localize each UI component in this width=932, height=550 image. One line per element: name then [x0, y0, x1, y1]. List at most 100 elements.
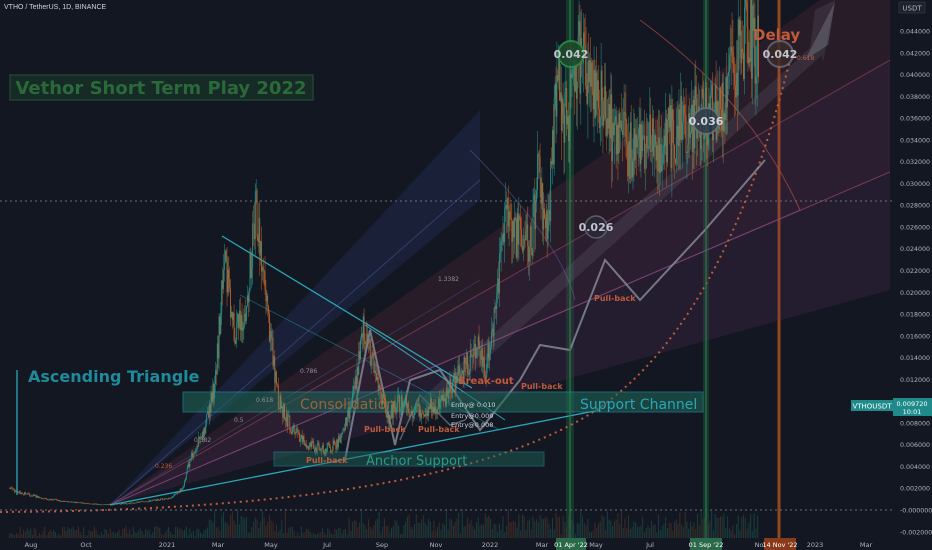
candle-body — [474, 343, 476, 348]
volume-bar — [143, 534, 145, 538]
candle-body — [658, 137, 660, 172]
candle-body — [742, 48, 744, 53]
candle-body — [752, 5, 754, 32]
candle-body — [438, 398, 440, 408]
candle-body — [508, 211, 510, 227]
volume-bar — [265, 525, 267, 538]
volume-bar — [705, 519, 707, 538]
candle-body — [20, 492, 22, 494]
volume-bar — [615, 519, 617, 538]
candle-body — [462, 370, 464, 379]
time-axis-label: Nov — [430, 541, 443, 549]
price-tick-label: -0.000000 — [900, 508, 932, 515]
candle-body — [489, 353, 491, 361]
volume-bar — [302, 532, 304, 538]
candle-body — [255, 190, 257, 192]
candle-body — [731, 47, 733, 52]
time-axis[interactable]: Aug Oct 2021 Mar May Jul Sep Nov 2022 Mar May Jul No… — [25, 541, 873, 549]
candle-body — [452, 377, 454, 382]
volume-bar — [249, 532, 251, 538]
volume-bar — [176, 527, 178, 538]
candle-body — [409, 415, 411, 417]
candle-body — [448, 386, 450, 399]
volume-bar — [189, 528, 191, 538]
candle-body — [747, 26, 749, 64]
candle-body — [310, 442, 312, 447]
candle-body — [668, 107, 670, 128]
candle-body — [354, 376, 356, 389]
candle-body — [225, 250, 227, 262]
candle-body — [128, 503, 130, 504]
candle-body — [47, 499, 49, 501]
candle-body — [339, 439, 341, 443]
volume-bar — [401, 533, 403, 538]
candle-body — [191, 452, 193, 460]
candle-body — [170, 498, 172, 499]
candle-body — [85, 503, 86, 504]
candle-body — [585, 58, 587, 86]
candle-body — [308, 445, 310, 450]
time-axis-label: Mar — [860, 541, 873, 549]
candle-body — [620, 120, 622, 128]
candle-body — [673, 120, 675, 145]
candle-body — [319, 448, 321, 451]
candle-body — [363, 316, 365, 341]
candle-body — [596, 72, 598, 101]
volume-bar — [569, 527, 571, 538]
candle-body — [514, 217, 516, 220]
candle-body — [216, 343, 218, 375]
pullback-label-3: Pull-back — [418, 425, 460, 434]
candle-body — [62, 500, 64, 502]
candle-body — [607, 118, 609, 129]
candle-body — [680, 95, 682, 140]
candle-body — [651, 150, 652, 152]
candle-body — [382, 394, 384, 405]
candle-body — [193, 452, 195, 454]
volume-bar — [642, 516, 644, 538]
entry-label-1: Entry@ 0.010 — [451, 401, 495, 409]
currency-box[interactable] — [898, 1, 926, 14]
candle-body — [691, 104, 693, 153]
candle-body — [439, 402, 441, 408]
volume-bar — [65, 530, 67, 538]
candle-body — [169, 497, 170, 499]
candle-body — [27, 493, 29, 495]
candle-body — [622, 120, 624, 135]
volume-bar — [185, 526, 187, 538]
candle-body — [650, 114, 652, 152]
volume-bar — [199, 532, 201, 538]
candle-body — [378, 385, 380, 392]
volume-bar — [550, 528, 552, 538]
main-title-box — [9, 74, 314, 101]
candle-body — [729, 54, 731, 56]
candle-body — [200, 437, 202, 438]
candle-body — [229, 279, 231, 289]
candle-body — [503, 232, 505, 243]
candle-body — [61, 501, 63, 502]
candle-body — [511, 219, 513, 242]
candle-body — [226, 261, 228, 293]
candle-body — [114, 503, 116, 505]
price-tick-label: 0.026000 — [900, 224, 930, 231]
candle-body — [492, 328, 494, 336]
candle-body — [353, 386, 355, 389]
volume-bar — [714, 514, 716, 538]
volume-bar — [368, 519, 370, 538]
candle-body — [145, 501, 147, 503]
fib-label-0236: 0.236 — [155, 463, 172, 470]
candle-body — [254, 191, 256, 239]
candle-body — [161, 498, 162, 500]
volume-bar — [330, 533, 332, 538]
volume-bar — [573, 524, 575, 538]
candle-body — [22, 493, 24, 495]
current-symbol-label: VTHOUSDT — [852, 403, 892, 411]
candle-body — [77, 502, 78, 503]
candle-body — [483, 357, 485, 377]
candle-body — [326, 447, 328, 452]
candle-body — [180, 489, 182, 492]
candle-body — [414, 410, 415, 416]
candle-body — [345, 417, 346, 431]
candle-body — [463, 357, 465, 379]
candle-body — [399, 410, 401, 412]
